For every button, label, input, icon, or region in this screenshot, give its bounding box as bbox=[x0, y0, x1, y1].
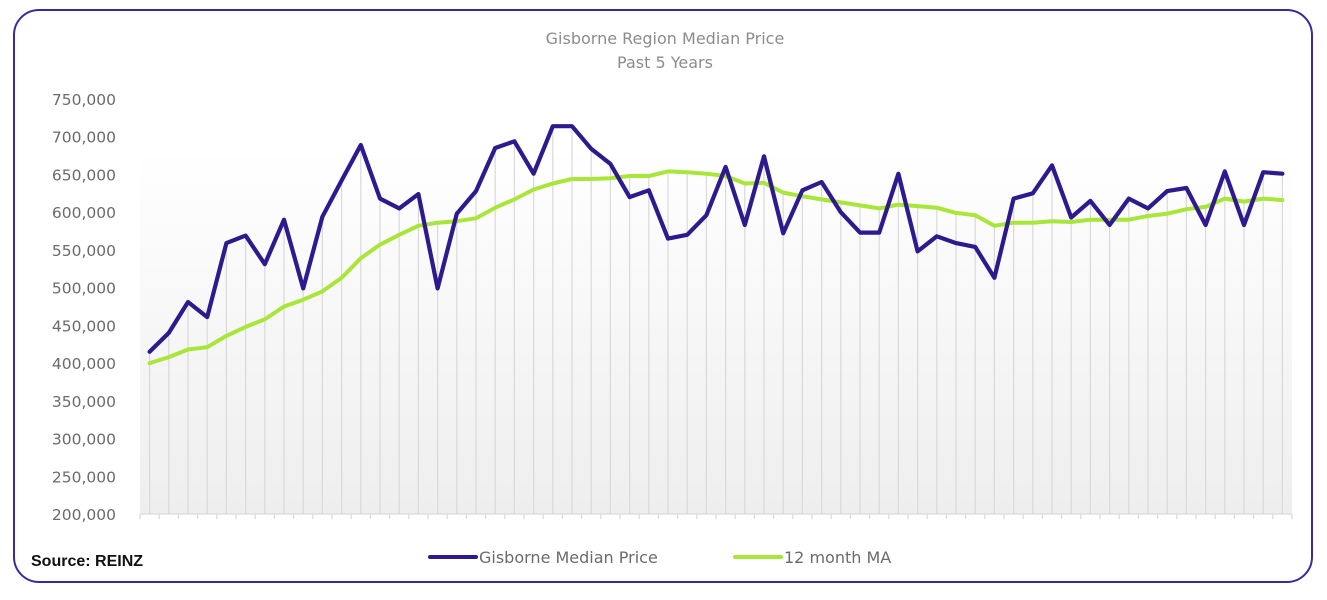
y-tick-label: 500,000 bbox=[52, 280, 116, 298]
y-tick-label: 200,000 bbox=[52, 506, 116, 524]
plot-area bbox=[140, 148, 1292, 514]
gridlines bbox=[149, 126, 1284, 514]
y-tick-label: 400,000 bbox=[52, 355, 116, 373]
y-tick-label: 300,000 bbox=[52, 431, 116, 449]
legend-label-median: Gisborne Median Price bbox=[479, 548, 658, 567]
y-tick-label: 600,000 bbox=[52, 204, 116, 222]
y-tick-label: 450,000 bbox=[52, 317, 116, 335]
y-tick-label: 250,000 bbox=[52, 468, 116, 486]
x-axis bbox=[139, 513, 1293, 519]
y-tick-label: 650,000 bbox=[52, 166, 116, 184]
series-line-12-month-ma bbox=[147, 169, 1285, 366]
chart-title: Gisborne Region Median Price bbox=[546, 29, 785, 48]
legend: Gisborne Median Price 12 month MA bbox=[428, 548, 891, 567]
series-line-median-price bbox=[147, 124, 1285, 354]
chart-subtitle: Past 5 Years bbox=[617, 53, 713, 72]
legend-label-ma: 12 month MA bbox=[784, 548, 891, 567]
y-tick-label: 550,000 bbox=[52, 242, 116, 260]
y-tick-label: 750,000 bbox=[52, 91, 116, 109]
source-label: Source: REINZ bbox=[31, 553, 144, 570]
y-tick-label: 700,000 bbox=[52, 129, 116, 147]
series-group bbox=[147, 124, 1285, 366]
y-axis: 750,000 700,000 650,000 600,000 550,000 500,0… bbox=[52, 91, 116, 524]
y-tick-label: 350,000 bbox=[52, 393, 116, 411]
